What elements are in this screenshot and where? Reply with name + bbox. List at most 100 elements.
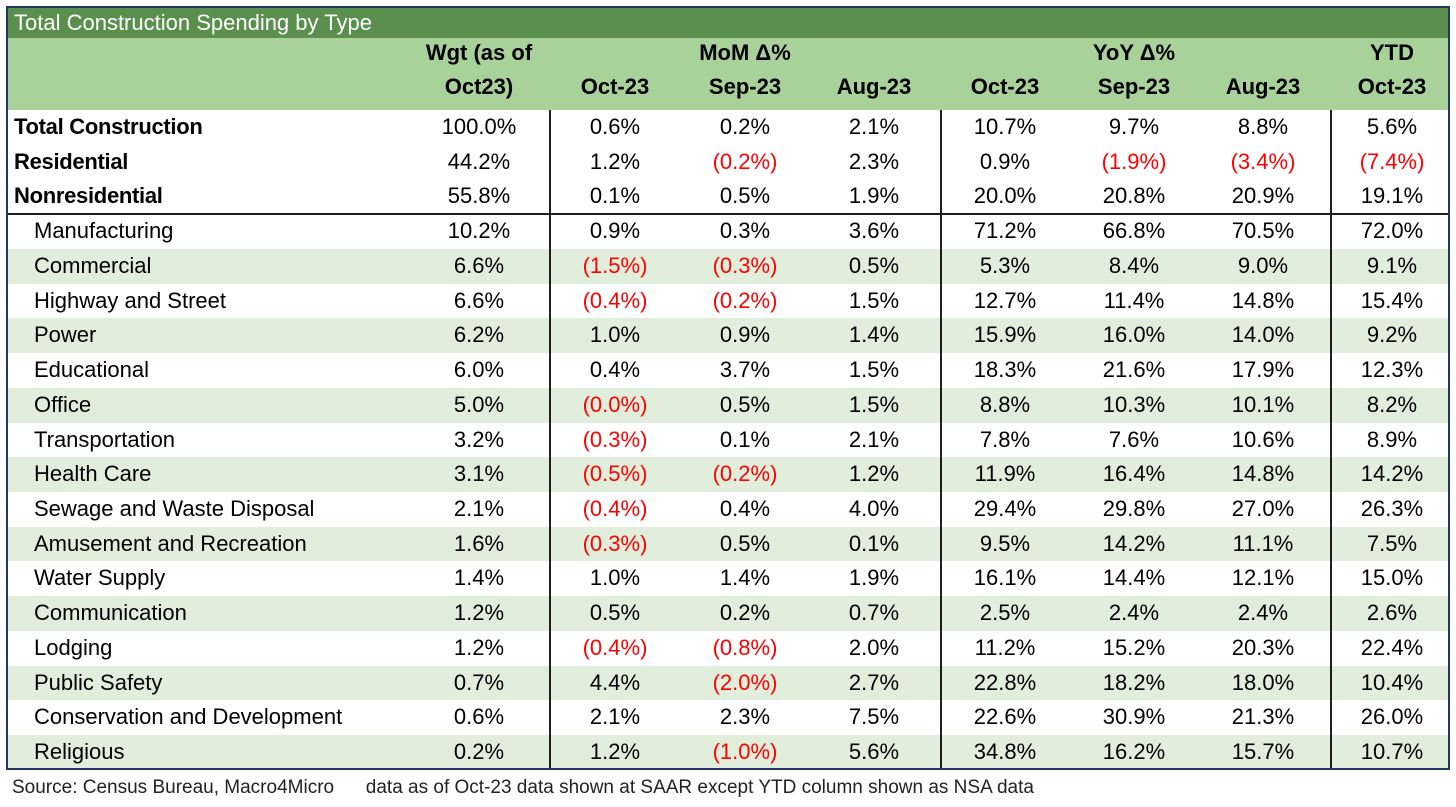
table-cell: 2.0% <box>848 634 900 660</box>
column-header-band <box>8 38 1448 110</box>
table-cell: 0.5% <box>719 391 771 417</box>
table-cell: (0.3%) <box>712 252 778 278</box>
table-cell: 19.1% <box>1360 183 1424 209</box>
table-cell: (0.2%) <box>712 148 778 174</box>
column-header-3-line-1: MoM Δ% <box>699 40 791 65</box>
column-header-6-line-2: Sep-23 <box>1097 74 1171 99</box>
table-row: Sewage and Waste Disposal 2.1% (0.4%) 0.4% 4… <box>8 492 1448 527</box>
table-cell: 26.0% <box>1360 704 1424 730</box>
table-cell: 5.3% <box>979 252 1031 278</box>
table-row: Amusement and Recreation 1.6% (0.3%) 0.5% 0.… <box>8 526 1448 562</box>
table-cell: (0.4%) <box>582 634 648 660</box>
table-cell: 1.2% <box>589 739 641 765</box>
row-label: Nonresidential <box>14 183 163 209</box>
table-cell: 17.9% <box>1231 357 1295 383</box>
table-row: Nonresidential 55.8% 0.1% 0.5% 1.9% 20.0% 20.8… <box>8 179 1448 214</box>
column-header-7-line-2: Aug-23 <box>1225 74 1301 99</box>
table-cell: 1.0% <box>589 565 641 591</box>
table-row: Manufacturing 10.2% 0.9% 0.3% 3.6% 71.2% 66.8%… <box>8 214 1448 249</box>
source-note: Source: Census Bureau, Macro4Micro data … <box>12 777 1034 799</box>
table-cell: 10.7% <box>1360 739 1424 765</box>
table-cell: (0.3%) <box>582 530 648 556</box>
table-row: Communication 1.2% 0.5% 0.2% 0.7% 2.5% 2.4% 2.4… <box>8 596 1448 631</box>
table-cell: 0.7% <box>453 669 505 695</box>
table-row: Lodging 1.2% (0.4%) (0.8%) 2.0% 11.2% 15.2% 20.… <box>8 631 1448 666</box>
table-cell: 27.0% <box>1231 496 1295 522</box>
table-cell: 2.4% <box>1237 600 1289 626</box>
table-cell: 20.0% <box>973 183 1037 209</box>
table-cell: 9.1% <box>1366 252 1418 278</box>
row-label: Religious <box>34 739 125 765</box>
table-cell: 0.2% <box>453 739 505 765</box>
column-header-1-line-2: Oct23) <box>444 74 514 99</box>
data-note-text: data as of Oct-23 data shown at SAAR exc… <box>365 777 1034 798</box>
table-cell: 22.6% <box>973 704 1037 730</box>
table-cell: 1.2% <box>453 634 505 660</box>
column-header-4-line-2: Aug-23 <box>836 74 912 99</box>
row-label: Water Supply <box>34 565 166 591</box>
table-cell: 12.1% <box>1231 565 1295 591</box>
table-cell: (0.5%) <box>582 461 648 487</box>
table-cell: 6.6% <box>453 287 505 313</box>
table-cell: 7.6% <box>1108 426 1160 452</box>
column-header-8-line-1: YTD <box>1370 40 1414 65</box>
column-header-5-line-2: Oct-23 <box>970 74 1040 99</box>
table-cell: 2.3% <box>848 148 900 174</box>
table-cell: 0.1% <box>719 426 771 452</box>
table-cell: 9.7% <box>1108 114 1160 139</box>
table-cell: 1.0% <box>589 322 641 348</box>
table-row: Public Safety 0.7% 4.4% (2.0%) 2.7% 22.8% 18.2… <box>8 665 1448 701</box>
table-cell: 2.3% <box>719 704 771 730</box>
table-cell: 18.2% <box>1102 669 1166 695</box>
table-cell: 0.5% <box>719 530 771 556</box>
table-cell: 16.4% <box>1102 461 1166 487</box>
table-row: Health Care 3.1% (0.5%) (0.2%) 1.2% 11.9% 16.4… <box>8 457 1448 493</box>
table-cell: (0.3%) <box>582 426 648 452</box>
table-cell: 11.4% <box>1103 287 1165 313</box>
table-cell: 6.2% <box>453 322 505 348</box>
row-label: Lodging <box>34 634 113 660</box>
table-cell: 1.6% <box>453 530 505 556</box>
table-cell: 30.9% <box>1102 704 1166 730</box>
table-cell: 0.1% <box>848 530 900 556</box>
table-title: Total Construction Spending by Type <box>8 8 1448 38</box>
row-label: Public Safety <box>34 669 163 695</box>
table-cell: 7.5% <box>848 704 900 730</box>
table-cell: 1.5% <box>848 391 900 417</box>
table-cell: 14.8% <box>1231 287 1295 313</box>
table-cell: 5.6% <box>1366 114 1418 139</box>
row-label: Communication <box>34 600 187 626</box>
table-cell: 16.2% <box>1102 739 1166 765</box>
table-cell: 5.0% <box>453 391 505 417</box>
table-cell: 8.8% <box>979 391 1031 417</box>
table-cell: 5.6% <box>848 739 900 765</box>
table-cell: 10.6% <box>1231 426 1295 452</box>
table-cell: 44.2% <box>447 148 511 174</box>
table-cell: 8.2% <box>1366 391 1418 417</box>
row-label: Office <box>34 391 92 417</box>
table-cell: 1.9% <box>848 183 900 209</box>
table-cell: 1.9% <box>848 565 900 591</box>
row-label: Conservation and Development <box>34 704 343 730</box>
row-label: Sewage and Waste Disposal <box>34 496 315 522</box>
table-cell: 9.2% <box>1366 322 1418 348</box>
table-cell: 16.1% <box>973 565 1037 591</box>
table-cell: 3.2% <box>453 426 505 452</box>
table-cell: 0.6% <box>589 114 641 139</box>
table-cell: (0.2%) <box>712 461 778 487</box>
table-cell: 1.5% <box>848 287 900 313</box>
table-cell: 0.5% <box>848 252 900 278</box>
table-cell: 72.0% <box>1360 218 1424 244</box>
table-cell: 15.7% <box>1231 739 1295 765</box>
table-cell: 1.2% <box>848 461 900 487</box>
table-cell: 55.8% <box>447 183 511 209</box>
table-cell: 0.9% <box>979 148 1031 174</box>
table-cell: 7.5% <box>1366 530 1418 556</box>
table-cell: 1.4% <box>453 565 505 591</box>
row-label: Commercial <box>34 252 152 278</box>
table-cell: 11.1% <box>1232 530 1294 556</box>
table-cell: 70.5% <box>1231 218 1295 244</box>
table-cell: 0.4% <box>719 496 771 522</box>
row-label: Educational <box>34 357 149 383</box>
table-cell: (1.5%) <box>582 252 648 278</box>
